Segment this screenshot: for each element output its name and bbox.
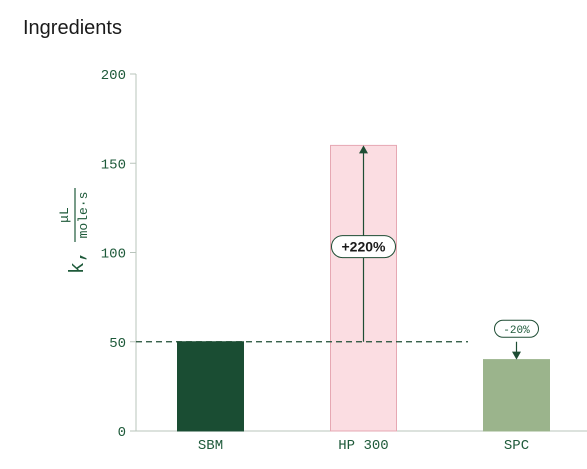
annotation-label-pill (331, 235, 396, 259)
y-tick-label: 150 (101, 157, 126, 173)
x-tick-label: SPC (504, 438, 529, 454)
bar-sbm (177, 341, 244, 432)
y-axis: 0 50 100 150 200 (101, 68, 137, 441)
y-tick-label: 200 (101, 68, 126, 84)
y-tick-label: 0 (118, 425, 126, 441)
y-axis-label-prefix: k, (67, 250, 90, 274)
bar-spc (483, 359, 550, 432)
y-tick-label: 50 (109, 336, 126, 352)
annotation-label-pill (494, 319, 539, 338)
annotations: +220% -20% (331, 145, 539, 360)
y-tick-label: 100 (101, 247, 126, 263)
annotation-arrow-head (359, 145, 368, 154)
x-tick-label: HP 300 (338, 438, 388, 454)
annotation-arrow-head (512, 351, 521, 360)
page-title: Ingredients (23, 17, 122, 39)
annotation-label: -20% (503, 325, 530, 337)
y-axis-label-denominator: mole·s (76, 192, 91, 239)
x-tick-label: SBM (198, 438, 223, 454)
y-axis-label-numerator: μL (57, 207, 72, 223)
x-axis: SBM HP 300 SPC (136, 430, 587, 454)
y-axis-label: k, μL mole·s (57, 188, 91, 274)
annotation-label: +220% (342, 239, 387, 255)
